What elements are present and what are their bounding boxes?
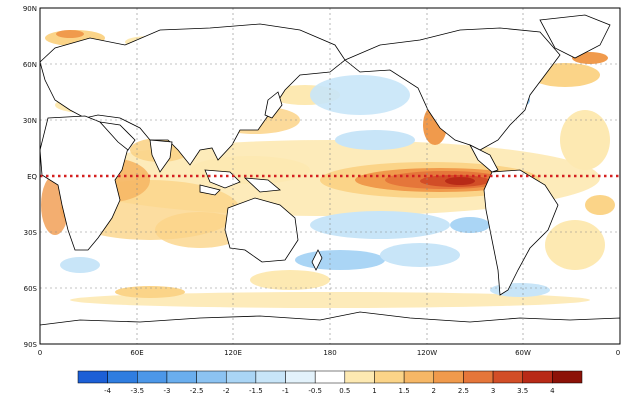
colorbar-swatch bbox=[552, 370, 583, 384]
lat-label: EQ bbox=[27, 173, 37, 181]
lat-label: 60N bbox=[23, 61, 37, 69]
lat-label: 30S bbox=[24, 229, 38, 237]
colorbar-tick-label: 1.5 bbox=[399, 387, 410, 395]
colorbar-swatch bbox=[344, 370, 375, 384]
lon-label: 0 bbox=[38, 349, 42, 357]
latitude-labels: 90N 60N 30N EQ 30S 60S 90S bbox=[23, 5, 38, 349]
colorbar-tick-label: 2 bbox=[432, 387, 436, 395]
lon-label: 60W bbox=[515, 349, 531, 357]
colorbar-swatch bbox=[196, 370, 227, 384]
colorbar-tick-label: -3 bbox=[163, 387, 170, 395]
colorbar-tick-label: -1.5 bbox=[249, 387, 263, 395]
colorbar-swatch bbox=[255, 370, 286, 384]
colorbar-swatch bbox=[107, 370, 138, 384]
colorbar-swatch bbox=[285, 370, 316, 384]
colorbar-tick-label: -1 bbox=[282, 387, 289, 395]
colorbar-swatch bbox=[77, 370, 108, 384]
colorbar-swatch bbox=[522, 370, 553, 384]
colorbar-tick-label: -2.5 bbox=[190, 387, 204, 395]
colorbar-tick-label: 3.5 bbox=[517, 387, 528, 395]
lat-label: 30N bbox=[23, 117, 37, 125]
lat-label: 60S bbox=[24, 285, 38, 293]
colorbar-tick-label: -0.5 bbox=[308, 387, 322, 395]
longitude-labels: 0 60E 120E 180 120W 60W 0 bbox=[38, 349, 620, 357]
lon-label: 120E bbox=[224, 349, 242, 357]
colorbar-tick-label: 0.5 bbox=[339, 387, 350, 395]
colorbar-swatch bbox=[166, 370, 197, 384]
colorbar-swatch bbox=[463, 370, 494, 384]
colorbar-tick-label: -4 bbox=[104, 387, 112, 395]
colorbar-swatch bbox=[403, 370, 435, 384]
lat-label: 90N bbox=[23, 5, 37, 13]
colorbar-swatch bbox=[225, 370, 257, 384]
colorbar-tick-label: 4 bbox=[550, 387, 555, 395]
lon-label: 180 bbox=[323, 349, 336, 357]
colorbar-swatch bbox=[374, 370, 405, 384]
lon-label: 120W bbox=[417, 349, 437, 357]
colorbar-swatch bbox=[433, 370, 464, 384]
colorbar-swatch bbox=[314, 370, 346, 384]
lon-label: 60E bbox=[130, 349, 143, 357]
colorbar-tick-label: 1 bbox=[372, 387, 376, 395]
colorbar-swatch bbox=[137, 370, 168, 384]
lat-label: 90S bbox=[24, 341, 38, 349]
colorbar-tick-label: -2 bbox=[223, 387, 230, 395]
colorbar-tick-label: 2.5 bbox=[458, 387, 469, 395]
colorbar-swatch bbox=[492, 370, 523, 384]
colorbar-tick-label: 3 bbox=[491, 387, 495, 395]
lon-label: 0 bbox=[616, 349, 620, 357]
plot-frame bbox=[39, 7, 621, 345]
graticule bbox=[40, 8, 620, 344]
colorbar-tick-label: -3.5 bbox=[130, 387, 144, 395]
colorbar: -4 -3.5 -3 -2.5 -2 -1.5 -1 -0.5 0.5 1 1.5 2 2.5 3 3.5 4 bbox=[77, 370, 583, 395]
